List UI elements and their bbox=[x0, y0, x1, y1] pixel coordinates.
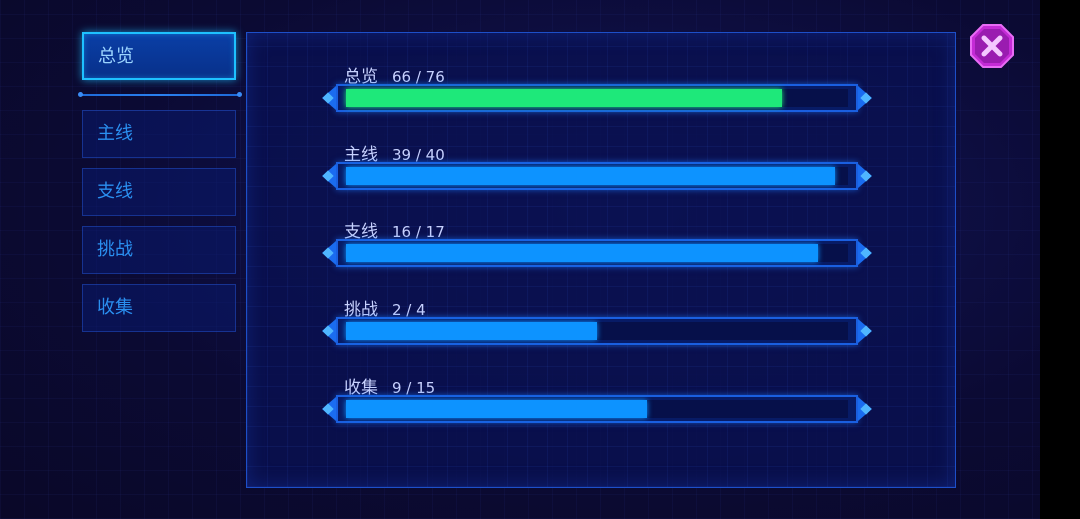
progress-title: 主线 bbox=[344, 145, 378, 165]
sidebar-divider bbox=[78, 92, 242, 97]
progress-title: 挑战 bbox=[344, 300, 378, 320]
tab-collection[interactable]: 收集 bbox=[82, 284, 236, 332]
progress-fill bbox=[346, 322, 597, 340]
progress-title: 支线 bbox=[344, 222, 378, 242]
progress-count: 2 / 4 bbox=[392, 301, 426, 319]
tab-collection-label: 收集 bbox=[97, 297, 133, 318]
progress-fill bbox=[346, 244, 818, 262]
tab-side-quest[interactable]: 支线 bbox=[82, 168, 236, 216]
progress-bar bbox=[322, 317, 872, 345]
close-button[interactable] bbox=[970, 24, 1014, 68]
progress-bar bbox=[322, 239, 872, 267]
tab-overview-label: 总览 bbox=[98, 46, 134, 67]
progress-bar bbox=[322, 395, 872, 423]
progress-fill bbox=[346, 89, 782, 107]
progress-count: 9 / 15 bbox=[392, 379, 436, 397]
progress-fill bbox=[346, 400, 647, 418]
tab-side-quest-label: 支线 bbox=[97, 181, 133, 202]
tab-main-quest-label: 主线 bbox=[97, 123, 133, 144]
progress-title: 总览 bbox=[344, 67, 378, 87]
progress-count: 66 / 76 bbox=[392, 68, 445, 86]
tab-challenge[interactable]: 挑战 bbox=[82, 226, 236, 274]
tab-overview[interactable]: 总览 bbox=[82, 32, 236, 80]
progress-count: 39 / 40 bbox=[392, 146, 445, 164]
screen-edge bbox=[1040, 0, 1080, 519]
progress-label: 主线 39 / 40 bbox=[344, 140, 445, 165]
progress-bar bbox=[322, 162, 872, 190]
tab-challenge-label: 挑战 bbox=[97, 239, 133, 260]
progress-label: 收集 9 / 15 bbox=[344, 373, 435, 398]
progress-fill bbox=[346, 167, 835, 185]
close-icon bbox=[970, 24, 1014, 68]
progress-label: 支线 16 / 17 bbox=[344, 217, 445, 242]
progress-label: 挑战 2 / 4 bbox=[344, 295, 426, 320]
progress-count: 16 / 17 bbox=[392, 223, 445, 241]
progress-bar bbox=[322, 84, 872, 112]
progress-title: 收集 bbox=[344, 378, 378, 398]
tab-main-quest[interactable]: 主线 bbox=[82, 110, 236, 158]
progress-label: 总览 66 / 76 bbox=[344, 62, 445, 87]
